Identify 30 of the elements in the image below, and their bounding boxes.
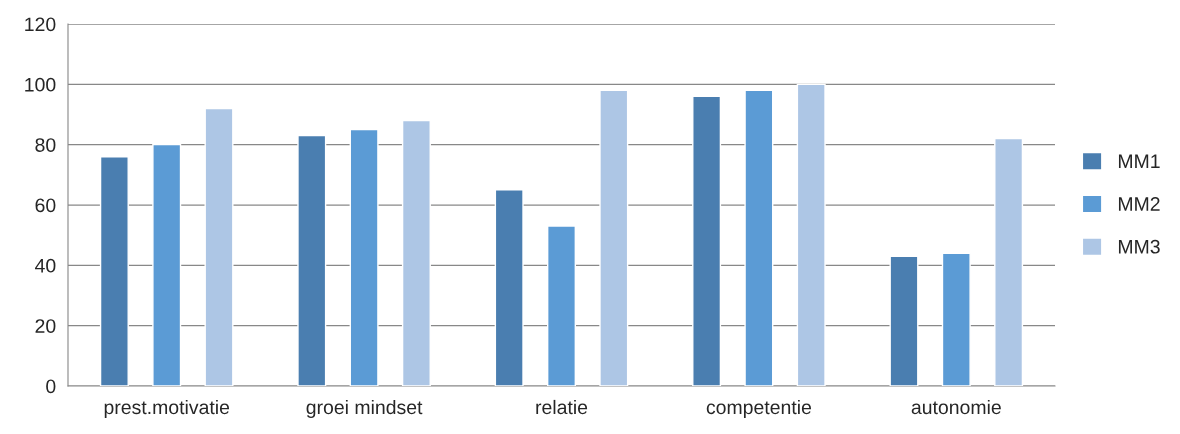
bar [204, 107, 234, 386]
legend-label: MM3 [1118, 239, 1160, 254]
bar [796, 83, 826, 386]
bar [152, 143, 182, 386]
y-tick-label: 40 [35, 258, 56, 273]
bar [744, 89, 774, 386]
bar [889, 255, 919, 386]
bar [297, 134, 327, 386]
x-tick-label: relatie [536, 399, 588, 415]
bar [99, 156, 129, 386]
bar [546, 225, 577, 386]
y-tick-label: 120 [25, 17, 56, 32]
bar [941, 252, 971, 386]
bar [349, 128, 379, 386]
x-tick-label: groei mindset [306, 399, 423, 419]
y-tick-label: 100 [25, 77, 56, 92]
bar [401, 119, 431, 386]
y-tick-label: 80 [35, 138, 56, 152]
bar [599, 89, 629, 386]
bar [994, 137, 1024, 386]
y-tick-label: 0 [46, 379, 56, 394]
y-tick-label: 20 [35, 319, 56, 333]
bar [692, 95, 722, 386]
y-tick-label: 60 [35, 198, 56, 213]
bar [494, 189, 524, 386]
legend-label: MM2 [1118, 197, 1160, 211]
x-tick-label: prest.motivatie [104, 399, 230, 419]
legend-label: MM1 [1118, 154, 1160, 168]
x-tick-label: autonomie [911, 399, 1001, 415]
x-tick-label: competentie [706, 399, 811, 419]
